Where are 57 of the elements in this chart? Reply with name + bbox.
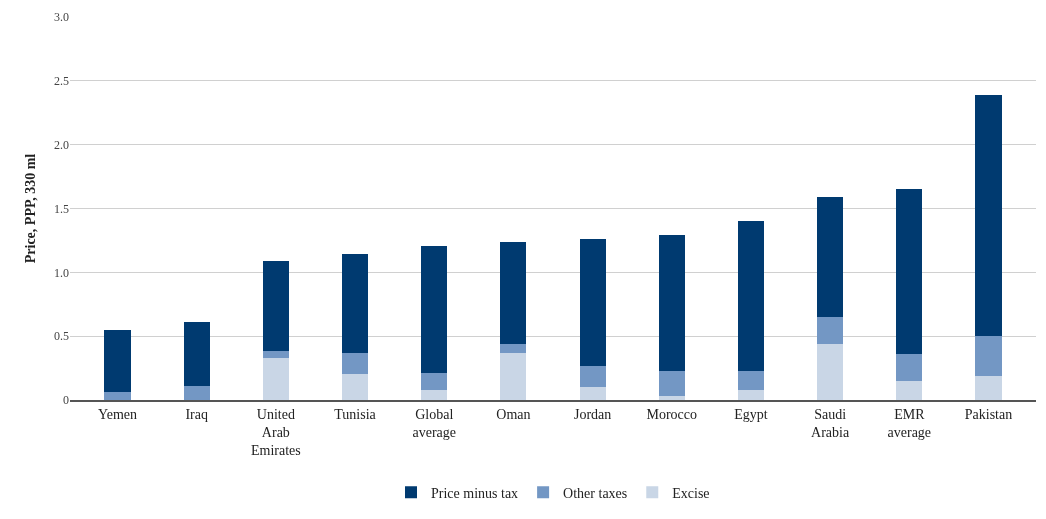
bar <box>658 396 685 400</box>
bar <box>817 343 844 400</box>
x-tick-label: Saudi Arabia <box>811 406 850 440</box>
bar <box>262 260 289 352</box>
bar <box>341 352 369 375</box>
bar <box>579 239 606 366</box>
y-tick-label: 0 <box>63 393 69 408</box>
legend-label: Price minus tax <box>431 485 519 501</box>
x-tick-label: EMR average <box>887 406 932 440</box>
bar <box>737 389 765 400</box>
bar <box>104 392 131 400</box>
x-tick-label: Egypt <box>734 406 768 422</box>
bar <box>579 387 606 400</box>
bar <box>421 373 448 390</box>
bar <box>262 351 289 358</box>
bar <box>262 357 289 400</box>
bar <box>658 235 685 371</box>
bar <box>341 374 369 400</box>
y-tick-label: 2.0 <box>54 137 69 152</box>
x-tick-label: Global average <box>412 406 456 440</box>
bar <box>500 241 527 344</box>
x-tick-label: United Arab Emirates <box>250 406 301 459</box>
x-tick-label: Oman <box>496 406 531 422</box>
x-tick-label: Iraq <box>185 406 208 422</box>
y-tick-label: 1.0 <box>54 265 69 280</box>
bar <box>104 329 131 393</box>
x-tick-label: Yemen <box>97 406 138 422</box>
y-tick-label: 1.5 <box>54 201 69 216</box>
legend-label: Other taxes <box>563 485 628 501</box>
bar <box>817 197 844 318</box>
bar <box>500 343 527 353</box>
bar <box>896 380 923 400</box>
x-tick-label: Pakistan <box>964 406 1013 422</box>
bar <box>975 375 1002 400</box>
bar <box>579 365 606 388</box>
bar <box>183 322 210 386</box>
bar <box>421 389 448 400</box>
legend-label: Excise <box>672 485 710 501</box>
bar <box>896 189 923 355</box>
bar <box>737 370 765 390</box>
bar <box>658 370 685 397</box>
bar <box>975 336 1002 376</box>
bar <box>421 245 448 374</box>
x-tick-label: Jordan <box>573 406 612 422</box>
bar <box>341 254 369 353</box>
x-tick-label: Morocco <box>646 406 698 422</box>
y-axis-title: Price, PPP, 330 ml <box>22 153 38 264</box>
bar <box>896 354 923 381</box>
x-tick-label: Tunisia <box>334 406 377 422</box>
bar <box>183 385 210 400</box>
bar <box>737 221 765 371</box>
y-tick-label: 3.0 <box>54 10 69 25</box>
bar <box>817 317 844 344</box>
y-tick-label: 2.5 <box>54 74 69 89</box>
y-tick-label: 0.5 <box>54 329 69 344</box>
bar <box>500 352 527 400</box>
bar <box>975 94 1002 337</box>
